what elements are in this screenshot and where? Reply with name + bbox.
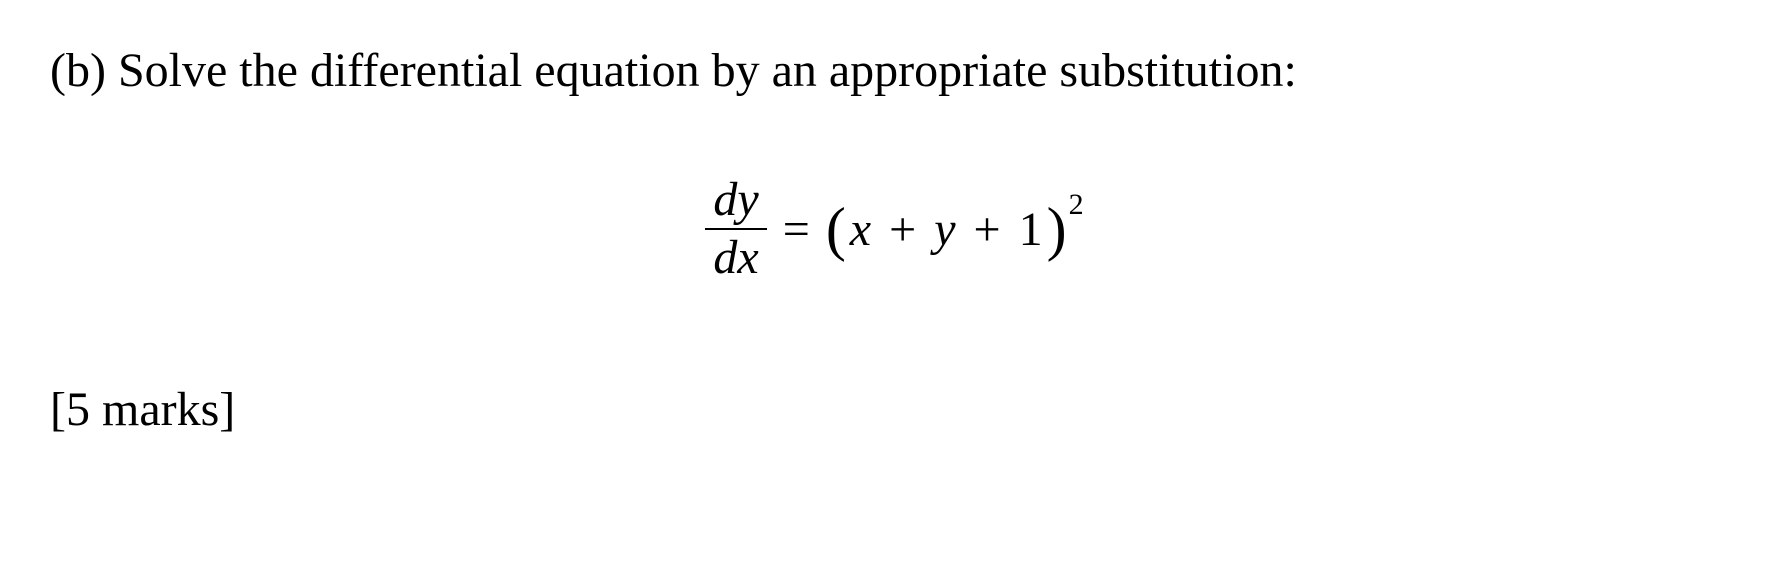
paren-group: ( x + y + 1 ) 2 xyxy=(826,202,1084,257)
term-x: x xyxy=(850,203,871,256)
marks-label: [5 marks] xyxy=(50,382,1739,437)
question-line: (b) Solve the differential equation by a… xyxy=(50,40,1739,102)
equals-sign: = xyxy=(777,202,816,257)
open-paren: ( xyxy=(826,205,846,253)
plus-1: + xyxy=(883,203,922,256)
equation-container: dy dx = ( x + y + 1 ) 2 xyxy=(50,172,1739,282)
plus-2: + xyxy=(968,203,1007,256)
question-text: Solve the differential equation by an ap… xyxy=(118,44,1297,97)
term-one: 1 xyxy=(1019,203,1043,256)
paren-content: x + y + 1 xyxy=(846,202,1047,257)
fraction-numerator: dy xyxy=(705,176,766,230)
term-y: y xyxy=(934,203,955,256)
derivative-fraction: dy dx xyxy=(705,176,766,282)
close-paren: ) xyxy=(1047,205,1067,253)
fraction-denominator: dx xyxy=(705,230,766,282)
exponent: 2 xyxy=(1069,188,1084,222)
equation: dy dx = ( x + y + 1 ) 2 xyxy=(705,176,1083,282)
question-label: (b) xyxy=(50,44,106,97)
